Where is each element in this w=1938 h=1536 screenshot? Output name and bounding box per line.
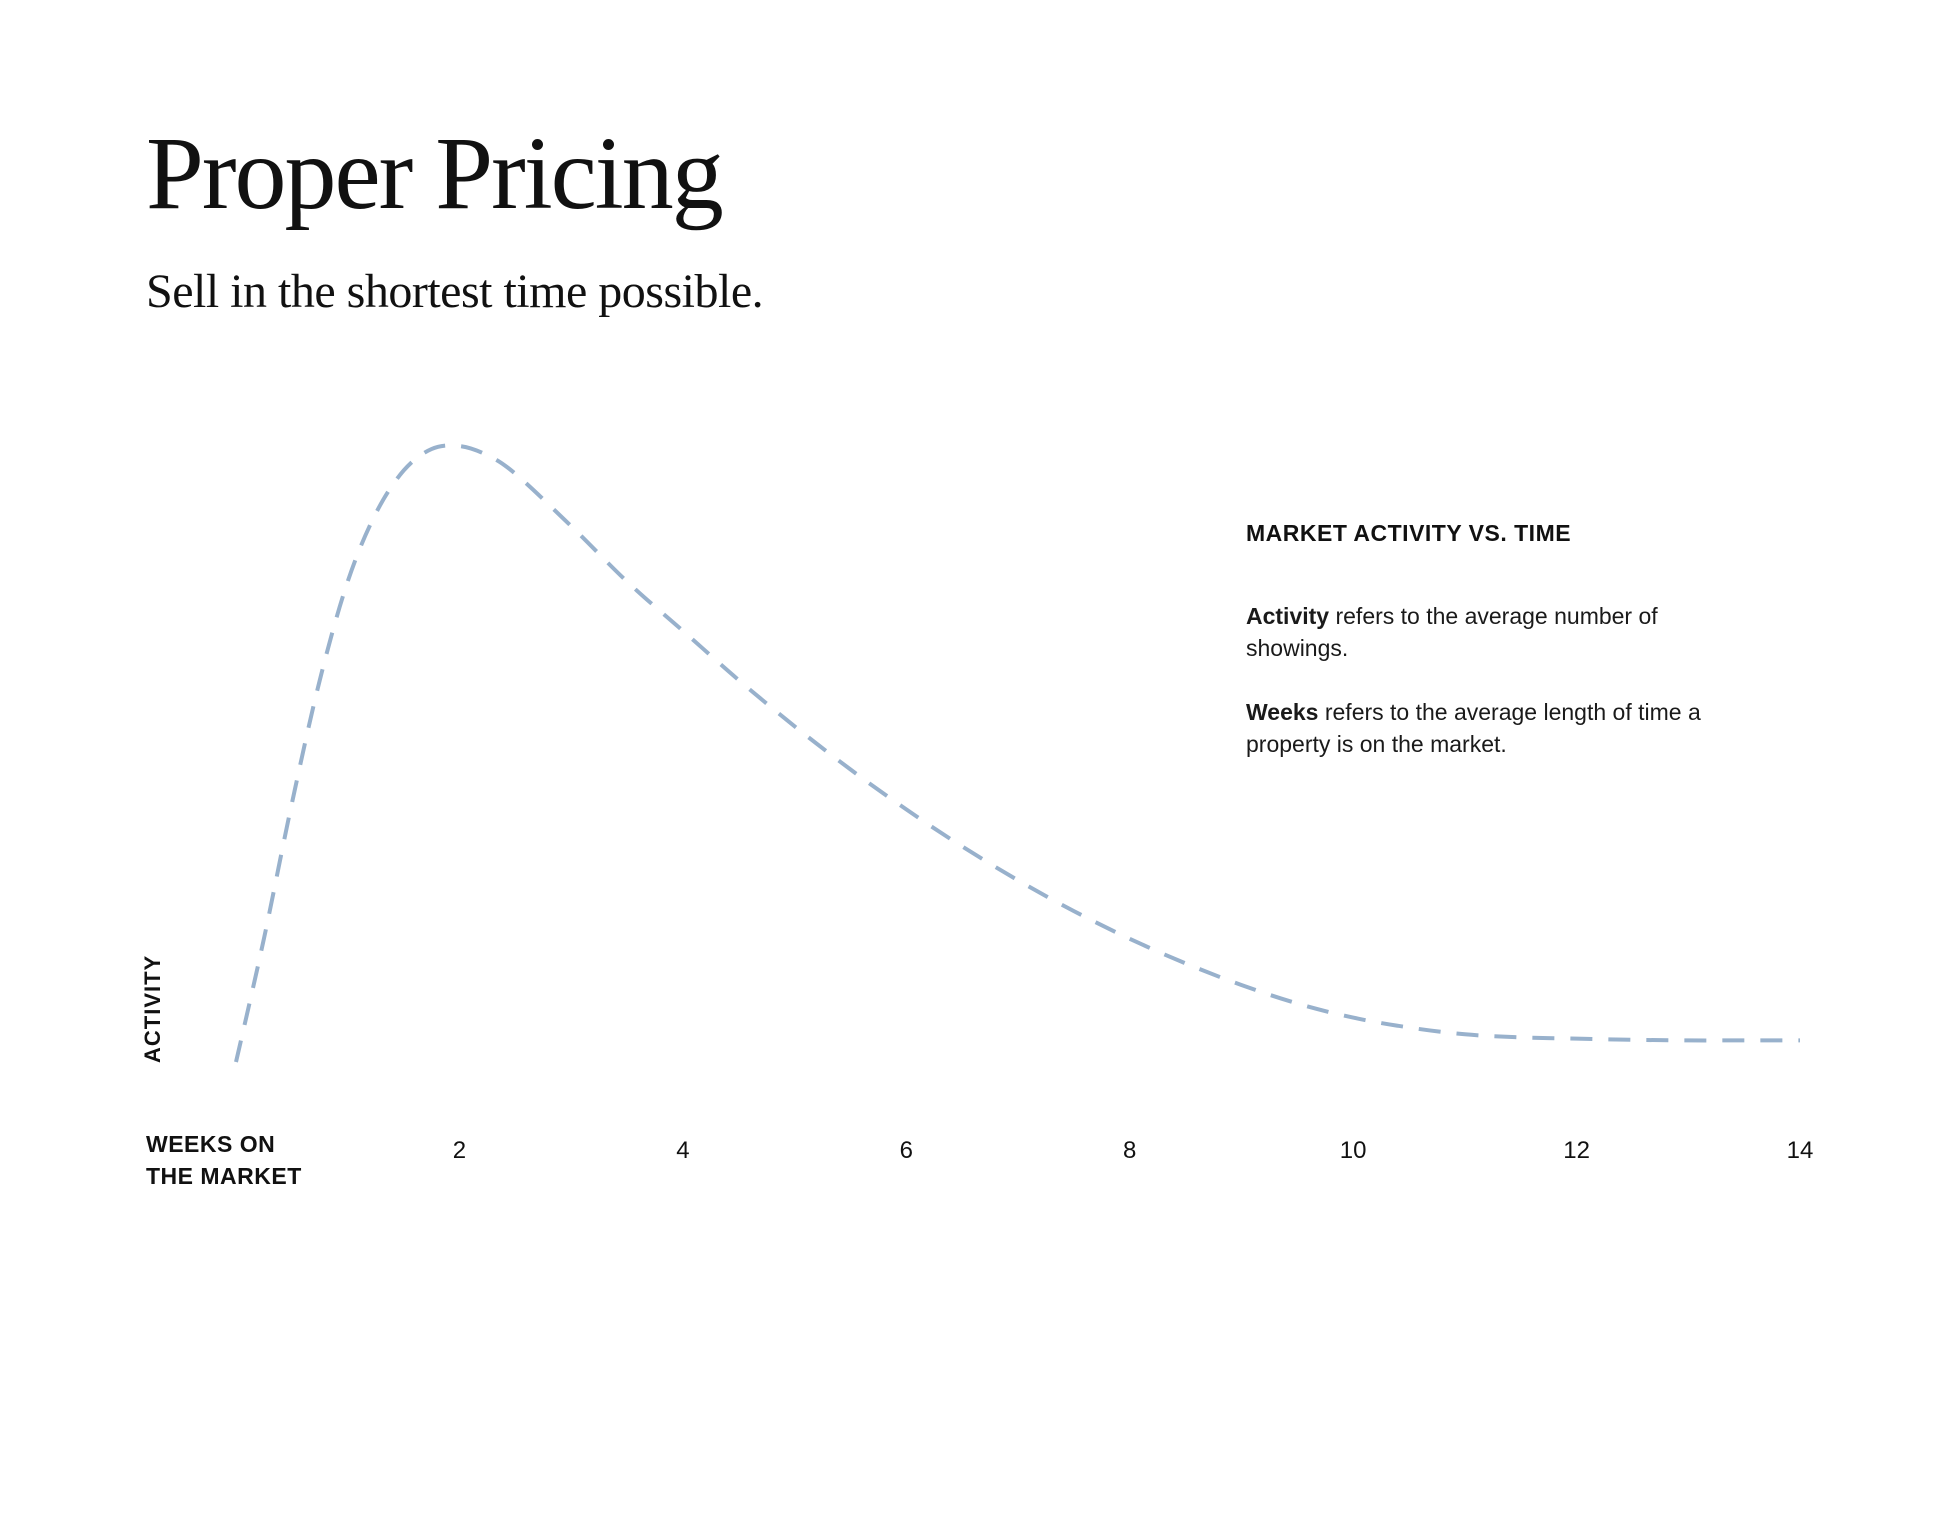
chart-info-panel: MARKET ACTIVITY VS. TIME Activity refers… [1246, 520, 1726, 792]
x-tick-label: 2 [453, 1137, 466, 1164]
x-tick-label: 12 [1563, 1137, 1590, 1164]
x-tick-label: 4 [676, 1137, 689, 1164]
x-tick-label: 8 [1123, 1137, 1136, 1164]
activity-description: refers to the average number of showings… [1246, 602, 1658, 661]
x-axis-label-line-1: WEEKS ON [146, 1131, 276, 1157]
weeks-term: Weeks [1246, 698, 1319, 725]
x-tick-label: 14 [1787, 1137, 1814, 1164]
chart-info-heading: MARKET ACTIVITY VS. TIME [1246, 520, 1572, 546]
x-axis-label-line-2: THE MARKET [146, 1163, 302, 1189]
activity-definition: Activity refers to the average number of… [1246, 600, 1726, 664]
x-axis-label: WEEKS ON THE MARKET [146, 1128, 346, 1192]
page-subtitle: Sell in the shortest time possible. [146, 265, 764, 318]
weeks-description: refers to the average length of time a p… [1246, 698, 1701, 757]
activity-series-line [234, 443, 1800, 1063]
weeks-definition: Weeks refers to the average length of ti… [1246, 696, 1726, 760]
x-tick-label: 6 [900, 1137, 913, 1164]
page-title: Proper Pricing [146, 116, 724, 231]
x-tick-label: 10 [1340, 1137, 1367, 1164]
activity-term: Activity [1246, 602, 1330, 629]
